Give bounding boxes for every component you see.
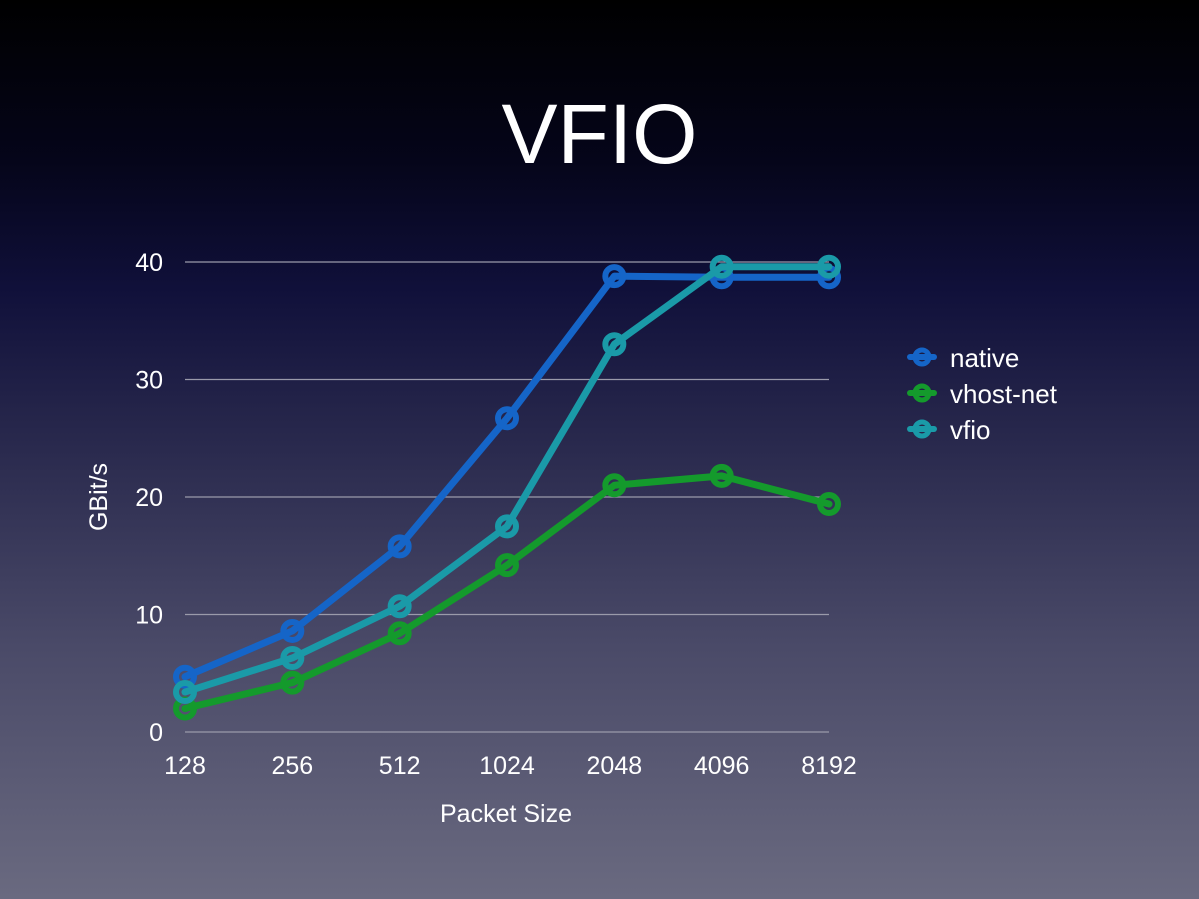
data-point-vfio (280, 645, 305, 670)
x-tick-label: 256 (271, 752, 313, 780)
data-point-vhost-net (817, 492, 841, 517)
data-point-vfio (817, 254, 841, 279)
legend-label: native (950, 343, 1019, 373)
series-native (173, 264, 841, 689)
legend-label: vhost-net (950, 379, 1058, 409)
y-axis-ticks: 0 10 20 30 40 (135, 249, 163, 747)
slide-title: VFIO (501, 87, 698, 181)
data-point-native (387, 534, 412, 559)
x-tick-label: 4096 (694, 752, 750, 780)
data-point-vfio (387, 594, 412, 619)
data-point-vfio (173, 680, 197, 705)
legend: native vhost-net vfio (907, 343, 1058, 445)
data-point-vhost-net (709, 463, 734, 488)
legend-swatch-marker (912, 383, 932, 403)
legend-item-native: native (907, 343, 1019, 373)
data-point-vfio (602, 332, 627, 357)
y-tick-label: 20 (135, 484, 163, 512)
data-point-vhost-net (602, 473, 627, 498)
series-line-vhost-net (181, 472, 833, 712)
y-tick-label: 0 (149, 719, 163, 747)
y-tick-label: 40 (135, 249, 163, 277)
data-point-native (602, 264, 627, 289)
x-tick-label: 8192 (801, 752, 857, 780)
series-vhost-net (173, 463, 841, 721)
x-tick-label: 128 (164, 752, 206, 780)
series-line-vfio (181, 263, 833, 696)
x-tick-label: 512 (379, 752, 421, 780)
legend-swatch-marker (912, 347, 932, 367)
data-point-vfio (709, 254, 734, 279)
data-point-native (495, 406, 519, 431)
data-point-vfio (495, 514, 519, 539)
legend-item-vfio: vfio (907, 415, 990, 445)
series-vfio (173, 254, 841, 705)
y-tick-label: 10 (135, 602, 163, 630)
series-lines (173, 254, 841, 721)
y-tick-label: 30 (135, 367, 163, 395)
data-point-vhost-net (495, 553, 519, 578)
grid-lines (185, 261, 829, 733)
legend-label: vfio (950, 415, 990, 445)
y-axis-title: GBit/s (85, 463, 113, 531)
legend-swatch-marker (912, 419, 932, 439)
data-point-vhost-net (387, 621, 412, 646)
x-tick-label: 2048 (587, 752, 643, 780)
legend-item-vhost-net: vhost-net (907, 379, 1058, 409)
data-point-vhost-net (280, 670, 305, 695)
x-axis-ticks: 128 256 512 1024 2048 4096 8192 (164, 752, 857, 780)
x-axis-title: Packet Size (440, 800, 572, 828)
data-point-native (280, 618, 305, 643)
x-tick-label: 1024 (479, 752, 535, 780)
